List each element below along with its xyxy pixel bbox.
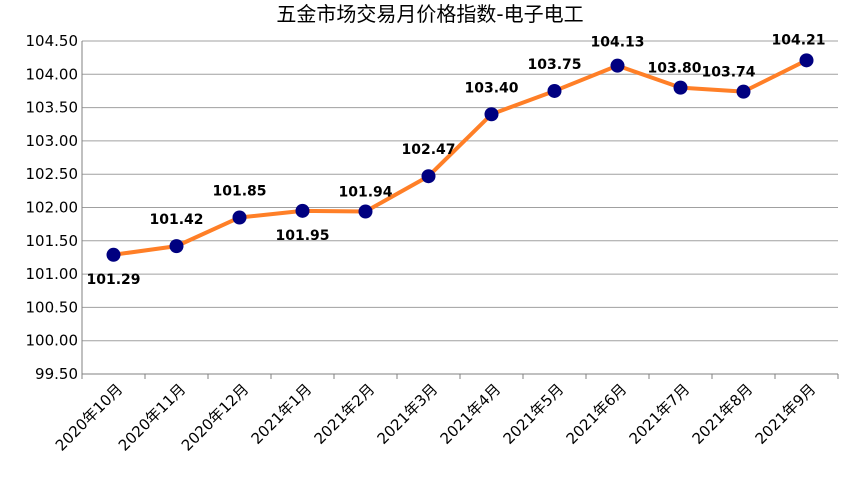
data-label: 103.75 — [527, 57, 581, 73]
x-tick-label: 2021年9月 — [752, 380, 820, 448]
x-tick-label: 2020年12月 — [178, 380, 252, 454]
x-tick-label: 2021年2月 — [311, 380, 379, 448]
data-label: 101.42 — [149, 212, 203, 228]
data-label: 103.74 — [701, 65, 755, 81]
data-point-marker — [169, 239, 184, 254]
x-tick-label: 2021年4月 — [437, 380, 505, 448]
y-tick-label: 103.50 — [26, 99, 79, 117]
axis-layer: 104.50 104.00 103.50 103.00 102.50 102.00 101.… — [26, 32, 839, 455]
data-label: 103.80 — [647, 61, 701, 77]
y-tick-label: 102.00 — [26, 199, 79, 217]
x-tick-label: 2021年3月 — [374, 380, 442, 448]
data-label: 101.29 — [86, 272, 140, 288]
x-tick-label: 2021年7月 — [626, 380, 694, 448]
data-point-marker — [736, 84, 751, 99]
y-tick-label: 104.50 — [26, 32, 79, 50]
x-tick-label: 2021年5月 — [500, 380, 568, 448]
y-tick-label: 101.00 — [26, 265, 79, 283]
y-tick-label: 102.50 — [26, 165, 79, 183]
y-tick-label: 99.50 — [35, 365, 78, 383]
data-label: 104.13 — [590, 35, 644, 51]
series-layer — [106, 53, 814, 262]
data-point-marker — [106, 247, 121, 262]
data-point-marker — [358, 204, 373, 219]
data-point-marker — [484, 107, 499, 122]
y-tick-label: 104.00 — [26, 65, 79, 83]
x-tick-label: 2021年1月 — [248, 380, 316, 448]
x-tick-label: 2021年6月 — [563, 380, 631, 448]
data-label: 101.94 — [338, 184, 392, 200]
data-label: 102.47 — [401, 142, 455, 158]
data-point-marker — [421, 169, 436, 184]
y-tick-label: 100.00 — [26, 332, 79, 350]
data-point-marker — [673, 80, 688, 95]
data-point-marker — [295, 203, 310, 218]
data-point-marker — [799, 53, 814, 68]
data-label: 101.85 — [212, 183, 266, 199]
data-label-layer: 101.29 101.42 101.85 101.95 101.94 102.47 103.… — [86, 32, 825, 287]
chart-title: 五金市场交易月价格指数-电子电工 — [276, 2, 583, 26]
data-label: 101.95 — [275, 228, 329, 244]
y-tick-label: 101.50 — [26, 232, 79, 250]
x-tick-label: 2021年8月 — [689, 380, 757, 448]
data-point-marker — [547, 83, 562, 98]
data-point-marker — [610, 58, 625, 73]
series-line — [113, 58, 808, 257]
data-label: 104.21 — [771, 32, 825, 48]
data-point-marker — [232, 210, 247, 225]
y-tick-label: 103.00 — [26, 132, 79, 150]
y-tick-label: 100.50 — [26, 298, 79, 316]
data-label: 103.40 — [464, 80, 518, 96]
